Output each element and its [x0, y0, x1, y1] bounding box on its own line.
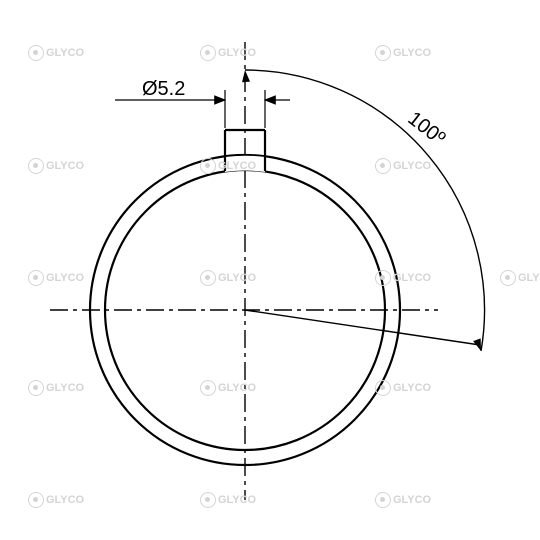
watermark-item: GLYCO [375, 45, 431, 61]
watermark-item: GLYCO [200, 45, 256, 61]
watermark-item: GLYCO [200, 380, 256, 396]
diameter-label: Ø5.2 [142, 78, 185, 101]
watermark-item: GLYCO [28, 380, 84, 396]
watermark-item: GLYCO [375, 492, 431, 508]
watermark-item: GLYCO [200, 492, 256, 508]
watermark-item: GLYCO [375, 380, 431, 396]
watermark-item: GLYCO [200, 270, 256, 286]
watermark-item: GLYCO [28, 158, 84, 174]
watermark-item: GLYCO [500, 270, 540, 286]
watermark-item: GLYCO [28, 270, 84, 286]
watermark-item: GLYCO [375, 270, 431, 286]
watermark-item: GLYCO [200, 158, 256, 174]
watermark-item: GLYCO [375, 158, 431, 174]
watermark-item: GLYCO [28, 45, 84, 61]
watermark-item: GLYCO [28, 492, 84, 508]
